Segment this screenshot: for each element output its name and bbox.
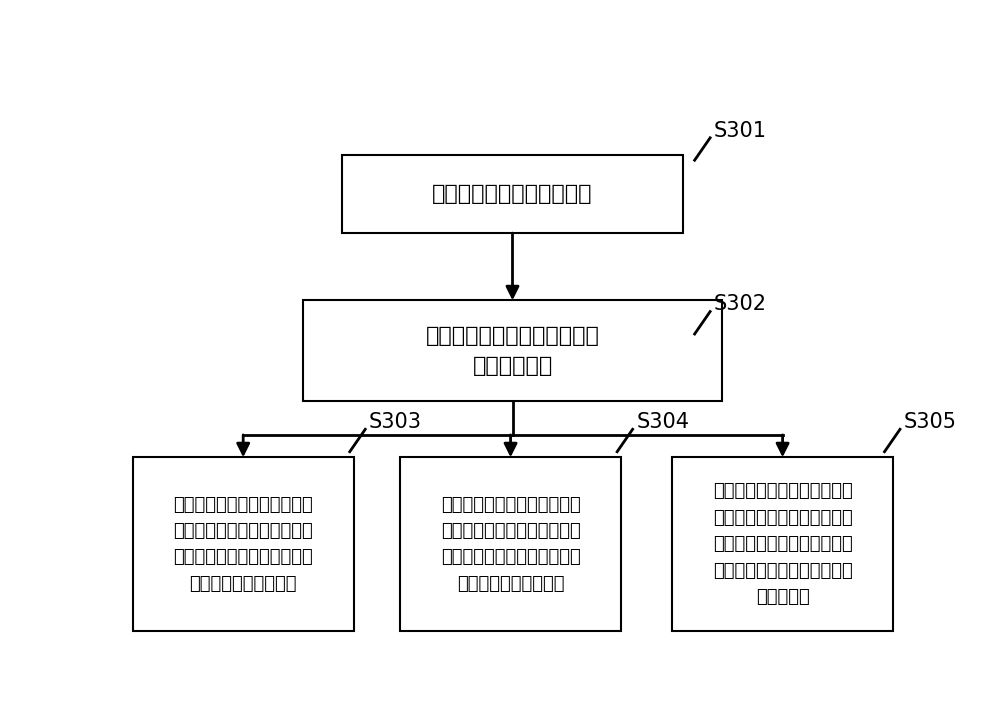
Text: S303: S303 (369, 412, 422, 432)
Text: 在用餐区域内有人的情况下，
检测餐饮种类: 在用餐区域内有人的情况下， 检测餐饮种类 (426, 326, 599, 376)
Text: S304: S304 (637, 412, 690, 432)
Text: 在餐饮种类为热食的情况下，
控制空调器将送风风速调节为
第二风速，并，将送风角度调
节到与餐桌位置相匹配: 在餐饮种类为热食的情况下， 控制空调器将送风风速调节为 第二风速，并，将送风角度… (441, 496, 580, 593)
FancyBboxPatch shape (303, 301, 722, 401)
Text: 在餐饮种类为火锅或烤肉等高
温热食的情况下，控制空调器
将送风风速调节为第三风速，
并，将送风角度调节到与餐桌
位置相匹配: 在餐饮种类为火锅或烤肉等高 温热食的情况下，控制空调器 将送风风速调节为第三风速… (713, 483, 852, 606)
Text: 检测用餐区域内的人员情况: 检测用餐区域内的人员情况 (432, 184, 593, 204)
Text: 在餐饮种类为冷食的情况下，
控制空调器将送风风速调节为
第一风速，并，将送风角度调
节到与餐桌位置相匹配: 在餐饮种类为冷食的情况下， 控制空调器将送风风速调节为 第一风速，并，将送风角度… (173, 496, 313, 593)
FancyBboxPatch shape (672, 457, 893, 631)
FancyBboxPatch shape (342, 154, 683, 233)
FancyBboxPatch shape (133, 457, 354, 631)
Text: S302: S302 (714, 294, 767, 314)
Text: S301: S301 (714, 121, 767, 141)
Text: S305: S305 (904, 412, 957, 432)
FancyBboxPatch shape (400, 457, 621, 631)
